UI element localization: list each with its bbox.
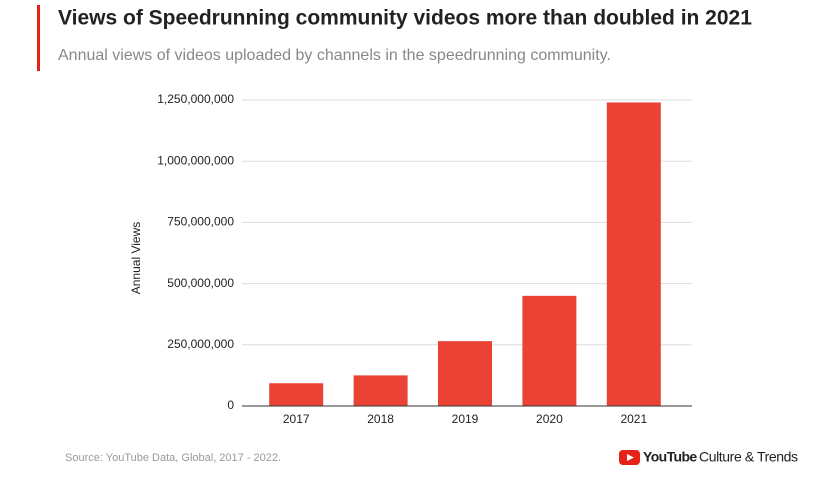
- x-tick-label: 2021: [620, 412, 647, 426]
- source-note: Source: YouTube Data, Global, 2017 - 202…: [65, 452, 281, 464]
- bar: [353, 375, 408, 406]
- chart-subtitle: Annual views of videos uploaded by chann…: [58, 47, 611, 64]
- y-tick-label: 250,000,000: [167, 337, 234, 351]
- x-tick-label: 2019: [452, 412, 479, 426]
- y-tick-label: 750,000,000: [167, 215, 234, 229]
- bar: [269, 383, 324, 406]
- logo-suffix: Culture & Trends: [699, 449, 798, 465]
- bar: [522, 295, 577, 406]
- logo-play: [627, 454, 634, 461]
- x-tick-label: 2017: [283, 412, 310, 426]
- brand-logo: YouTube Culture & Trends: [619, 449, 798, 465]
- y-tick-label: 1,250,000,000: [157, 92, 234, 106]
- y-tick-label: 1,000,000,000: [157, 153, 234, 167]
- chart-title: Views of Speedrunning community videos m…: [58, 7, 752, 30]
- bar: [438, 341, 492, 406]
- logo-brand: YouTube: [643, 449, 697, 465]
- y-axis-label: Annual Views: [129, 222, 143, 295]
- bar: [606, 102, 661, 406]
- x-tick-label: 2018: [367, 412, 394, 426]
- y-tick-label: 500,000,000: [167, 276, 234, 290]
- accent-bar: [37, 5, 40, 71]
- y-tick-label: 0: [227, 398, 234, 412]
- x-tick-label: 2020: [536, 412, 563, 426]
